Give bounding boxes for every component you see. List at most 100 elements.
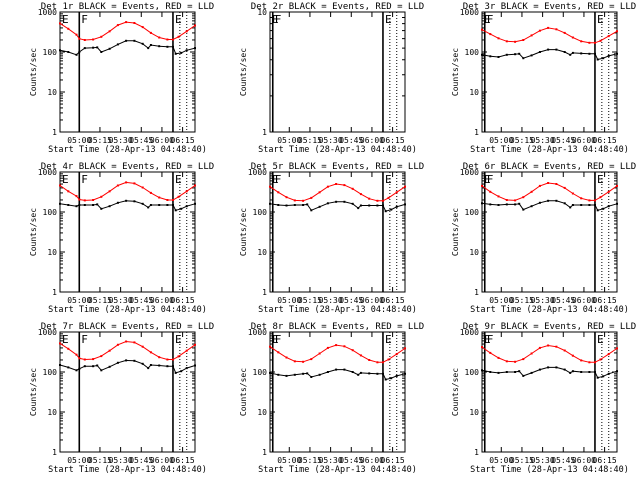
annotation-label: F [81,173,88,186]
data-point-events [588,52,591,55]
data-point-events [285,204,288,207]
data-point-lld [177,195,180,198]
data-point-lld [75,195,78,198]
x-tick-label: 05:15 [298,456,322,465]
x-tick-label: 05:15 [510,456,534,465]
data-point-events [497,204,500,206]
data-point-events [277,204,280,206]
x-axis-label: Start Time (28-Apr-13 04:48:40) [470,305,629,315]
data-point-events [78,204,81,206]
data-point-events [59,202,61,205]
x-tick-label: 05:15 [510,296,534,305]
chart-title: Det 9r BLACK = Events, RED = LLD [463,322,636,332]
chart-panel-4: Det 4r BLACK = Events, RED = LLD 1 10 100 10… [29,162,214,315]
data-point-events [602,375,605,378]
y-tick-label: 1 [262,448,267,457]
data-point-lld [382,199,384,202]
data-point-lld [505,199,508,201]
data-point-lld [269,185,271,188]
x-tick-label: 05:45 [551,136,575,145]
data-point-events [390,377,393,380]
data-point-events [180,51,183,54]
y-tick-label: 1000 [460,8,479,17]
data-point-lld [547,182,550,184]
data-point-events [357,373,360,376]
data-point-events [368,372,371,375]
data-point-lld [343,345,346,348]
data-point-lld [149,351,152,354]
chart-title: Det 8r BLACK = Events, RED = LLD [251,322,424,332]
data-point-lld [302,360,305,363]
data-point-lld [100,355,103,358]
x-tick-label: 05:45 [339,456,363,465]
data-point-events [607,372,610,375]
data-point-events [108,365,111,368]
data-point-lld [158,356,161,359]
data-point-lld [530,34,533,37]
data-point-events [505,53,508,56]
data-point-lld [538,29,541,32]
data-point-lld [599,39,602,42]
chart-panel-7: Det 7r BLACK = Events, RED = LLD 1 10 100 10… [29,322,214,475]
data-point-events [67,51,70,53]
data-point-events [83,204,86,206]
y-tick-label: 1 [52,128,57,137]
data-point-events [285,374,288,377]
y-tick-label: 10 [469,88,479,97]
data-point-events [92,204,95,206]
data-point-events [326,371,329,373]
data-point-events [563,202,566,205]
x-tick-label: 05:45 [129,456,153,465]
x-axis-label: Start Time (28-Apr-13 04:48:40) [48,145,207,155]
data-point-events [269,202,271,205]
series-line-events [481,200,618,211]
data-point-events [395,374,398,377]
x-tick-label: 05:00 [67,296,91,305]
data-point-events [116,43,119,46]
data-point-lld [607,353,610,356]
data-point-events [149,204,152,206]
data-point-events [92,46,95,49]
x-tick-label: 05:00 [489,136,513,145]
annotation-label: E [175,13,182,26]
data-point-lld [277,191,280,194]
data-point-events [147,47,150,50]
data-point-lld [318,352,321,355]
annotation-label: E [484,333,491,346]
data-point-lld [83,39,86,41]
x-tick-label: 05:30 [109,136,133,145]
data-point-lld [277,351,280,354]
data-point-lld [580,40,583,43]
data-point-lld [78,198,81,201]
data-point-lld [599,358,602,361]
data-point-lld [588,199,591,202]
y-axis-label: Counts/sec [239,208,248,256]
data-point-events [185,367,188,370]
data-point-lld [67,190,70,193]
x-tick-label: 05:15 [510,136,534,145]
data-point-lld [310,196,313,199]
x-tick-label: 05:30 [319,136,343,145]
data-point-events [92,365,95,368]
annotation-label: E [385,333,392,346]
data-point-events [594,371,596,373]
chart-panel-2: Det 2r BLACK = Events, RED = LLD 1 10 05:00… [239,2,424,155]
data-point-lld [141,26,144,29]
x-tick-label: 05:15 [88,136,112,145]
data-point-events [306,203,309,206]
data-point-lld [563,186,566,189]
x-tick-label: 06:00 [360,136,384,145]
y-tick-label: 1 [474,128,479,137]
data-point-lld [594,41,596,44]
data-point-lld [141,186,144,189]
data-point-lld [335,344,338,347]
data-point-events [569,53,572,56]
data-point-events [489,371,492,373]
x-tick-label: 06:15 [593,136,617,145]
data-point-events [538,51,541,53]
data-point-events [326,202,329,205]
x-tick-label: 05:30 [531,296,555,305]
annotation-label: F [275,13,282,26]
x-tick-label: 05:30 [531,456,555,465]
